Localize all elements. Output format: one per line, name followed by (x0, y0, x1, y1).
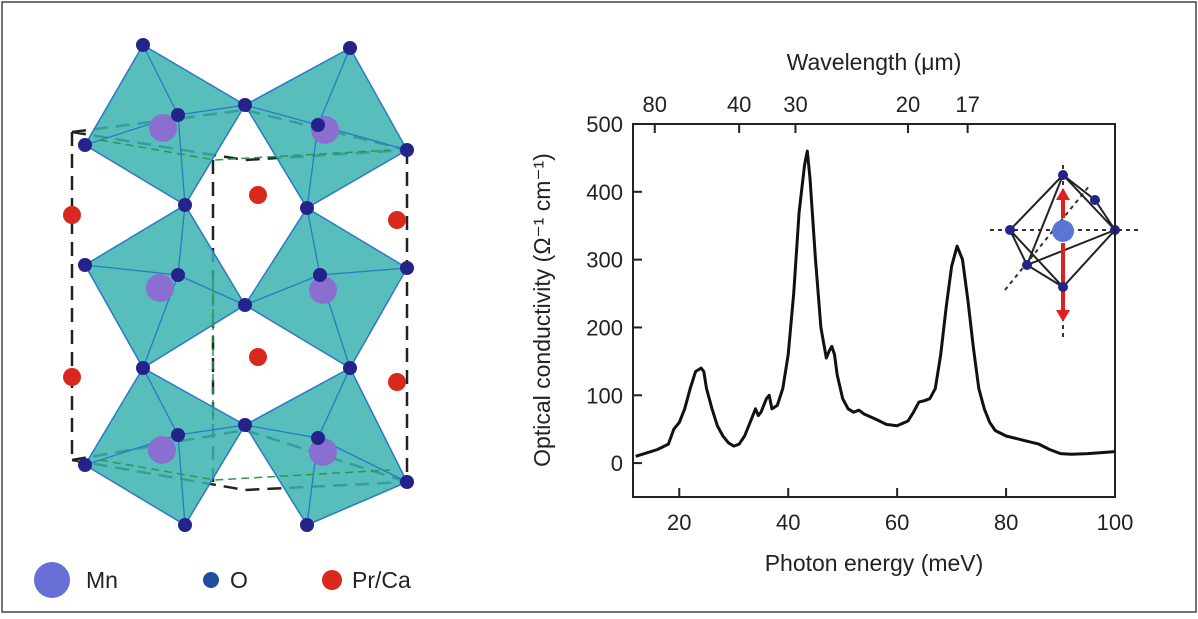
x-tick-label: 100 (1097, 510, 1134, 535)
y-tick-label: 300 (586, 248, 623, 273)
x2-tick-label: 30 (783, 92, 807, 117)
y-tick-label: 100 (586, 383, 623, 408)
mn-swatch (34, 562, 70, 598)
structure-legend: Mn O Pr/Ca (34, 562, 411, 598)
pr-ca-atoms (63, 186, 406, 391)
spectrum-line (635, 149, 1116, 458)
x-axis-label: Photon energy (meV) (765, 550, 984, 576)
x-tick-label: 40 (776, 510, 800, 535)
unit-cell (70, 108, 409, 492)
x2-axis-label: Wavelength (μm) (787, 49, 962, 75)
green-guides (99, 139, 391, 481)
x-tick-label: 60 (885, 510, 909, 535)
y-axis-label: Optical conductivity (Ω⁻¹ cm⁻¹) (529, 153, 555, 467)
legend-label: Pr/Ca (352, 567, 411, 593)
legend-label: Mn (86, 567, 118, 593)
x-tick-label: 20 (667, 510, 691, 535)
polarization-inset (990, 165, 1140, 340)
o-swatch (203, 572, 219, 588)
legend-label: O (230, 567, 248, 593)
x-tick-label: 80 (994, 510, 1018, 535)
x2-tick-label: 20 (896, 92, 920, 117)
y-tick-label: 200 (586, 315, 623, 340)
y-tick-label: 500 (586, 112, 623, 137)
y-tick-label: 400 (586, 180, 623, 205)
x2-tick-label: 17 (955, 92, 979, 117)
x2-tick-label: 40 (727, 92, 751, 117)
y-tick-label: 0 (611, 451, 623, 476)
o-atoms (78, 38, 414, 532)
prca-swatch (322, 570, 342, 590)
mn-atoms (146, 114, 339, 466)
crystal-structure (63, 38, 414, 532)
plot-frame (632, 123, 1116, 498)
x2-tick-label: 80 (643, 92, 667, 117)
